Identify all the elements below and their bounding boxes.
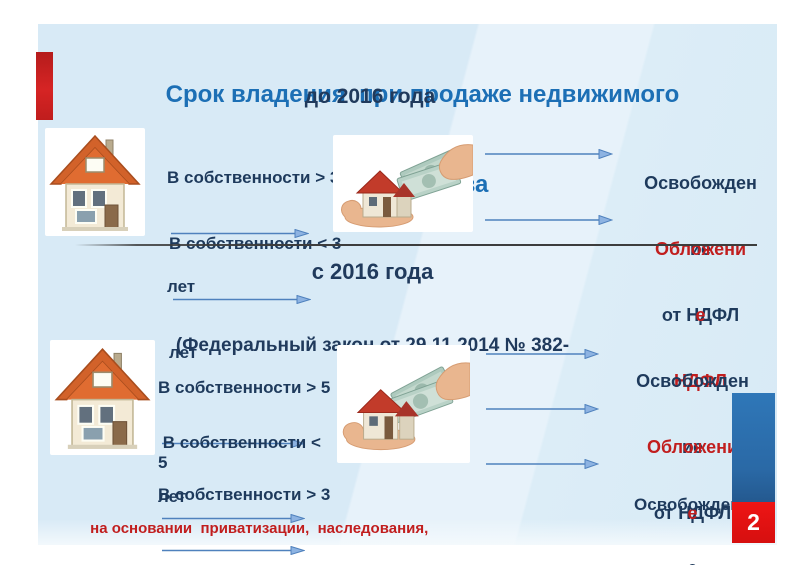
result-line: е [605, 557, 780, 565]
page-number-badge: 2 [732, 502, 775, 543]
condition-more-5-years: В собственности > 5 лет [158, 338, 333, 547]
condition-text-line1: В собственности > 5 [158, 378, 331, 397]
condition-more-3-years: В собственности > 3 лет [167, 128, 342, 337]
result-taxed-ndfl: Обложени е НДФЛ [605, 392, 780, 565]
condition-text-line1: В собственности < 5 [158, 433, 326, 472]
condition-text-line2: лет [167, 277, 196, 296]
result-line: Обложени [646, 437, 739, 457]
flow-arrow-icon [486, 349, 599, 359]
condition-text-line1: В собственности > 3 [158, 485, 331, 504]
arrow-right-icon [173, 295, 311, 304]
section-divider [75, 244, 757, 246]
flow-arrow-icon [485, 215, 613, 225]
house-icon [50, 340, 155, 455]
result-line: Освобождени [634, 495, 751, 514]
result-line: Освобожден [636, 371, 749, 391]
condition-text-line1: В собственности > 3 [167, 168, 340, 187]
hand-house-money-icon [333, 135, 473, 232]
result-line: от НДФЛ [653, 503, 732, 523]
flow-arrow-icon [486, 459, 599, 469]
flow-arrow-icon [485, 149, 613, 159]
arrow-right-icon [162, 514, 305, 523]
condition-more-3-years-special: В собственности > 3 лет [158, 445, 333, 565]
hand-house-money-icon [337, 345, 470, 463]
arrow-right-icon [162, 439, 305, 448]
result-line: от НДФЛ [661, 305, 740, 325]
page-title-line1: Срок владения при продаже недвижимого [165, 81, 680, 108]
result-line: ие [681, 437, 704, 457]
flow-arrow-icon [486, 404, 599, 414]
condition-text-line2: лет [158, 487, 187, 506]
arrow-right-icon [162, 546, 305, 555]
condition-text-line1: В собственности < 3 [169, 234, 344, 254]
arrow-right-icon [171, 229, 309, 238]
condition-text-line2: лет [169, 343, 198, 362]
result-line: Освобожден [644, 173, 757, 193]
special-grounds-note: на основании приватизации, наследования,… [86, 481, 438, 565]
condition-less-5-years: В собственности < 5 лет [158, 393, 333, 565]
result-line: Обложени [654, 239, 747, 259]
note-line: на основании приватизации, наследования, [86, 520, 429, 537]
red-accent-bar [36, 52, 53, 120]
heading-before-2016: до 2016 года [304, 85, 436, 108]
result-line: НДФЛ [674, 371, 727, 391]
page-number: 2 [747, 509, 760, 535]
house-icon [45, 128, 145, 236]
result-exempt-ndfl: Освобожден ие от НДФЛ [605, 326, 780, 565]
condition-less-3-years: В собственности < 3 лет [169, 194, 344, 403]
blue-side-bar [732, 393, 775, 502]
result-exempt-ndfl-special: Освобождени е от НДФЛ [605, 452, 780, 565]
heading-since-2016: с 2016 года [311, 259, 434, 284]
result-exempt-ndfl: Освобожден ие от НДФЛ [618, 128, 783, 370]
result-line: е [687, 503, 698, 523]
condition-text-line2: лет [158, 562, 333, 565]
result-line: е [695, 305, 706, 325]
